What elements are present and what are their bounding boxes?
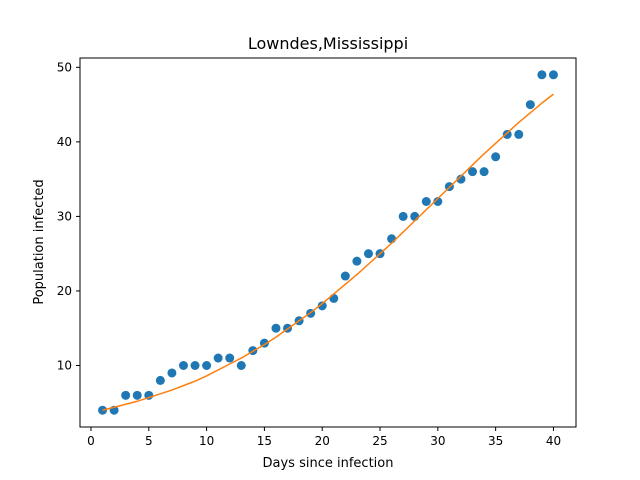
y-axis: 10 20 30 40 50: [57, 60, 80, 373]
x-tick-label: 15: [257, 434, 272, 448]
y-tick-label: 30: [57, 209, 72, 223]
data-point: [202, 361, 212, 370]
data-point: [121, 390, 131, 400]
data-point: [398, 211, 408, 221]
data-point: [167, 368, 177, 378]
data-point: [387, 234, 397, 244]
plot-frame: [79, 57, 577, 428]
data-point: [421, 197, 431, 206]
x-tick-label: 0: [87, 434, 95, 448]
data-point: [537, 70, 547, 80]
data-point: [548, 70, 558, 80]
fit-line: [102, 93, 554, 411]
x-tick-label: 25: [372, 434, 387, 448]
data-point: [433, 197, 443, 206]
data-point: [352, 256, 362, 266]
y-tick-label: 40: [57, 135, 72, 149]
x-axis: 0 5 10 15 20 25 30 35 40: [87, 427, 561, 448]
x-tick-label: 30: [430, 434, 445, 448]
data-point: [410, 211, 420, 221]
data-point: [317, 301, 327, 311]
data-point: [363, 249, 373, 259]
data-point: [329, 293, 339, 303]
data-point: [468, 167, 478, 177]
y-tick-label: 10: [57, 359, 72, 373]
x-axis-label: Days since infection: [263, 456, 394, 471]
data-point: [155, 375, 165, 385]
data-point: [190, 361, 200, 370]
data-point: [479, 167, 489, 177]
data-point: [236, 361, 246, 370]
y-axis-label: Population infected: [32, 179, 47, 304]
x-tick-label: 20: [315, 434, 330, 448]
data-point: [514, 129, 524, 139]
data-point: [525, 100, 535, 110]
plot-area: [98, 70, 558, 415]
y-tick-label: 20: [57, 284, 72, 298]
data-point: [225, 353, 235, 363]
x-tick-label: 10: [199, 434, 214, 448]
x-tick-label: 40: [546, 434, 561, 448]
data-point: [271, 323, 281, 333]
data-point: [178, 361, 188, 370]
data-point: [213, 353, 223, 363]
data-point: [340, 271, 350, 281]
data-point: [456, 174, 466, 184]
data-point: [491, 152, 501, 162]
x-tick-label: 35: [488, 434, 503, 448]
data-point: [132, 390, 142, 400]
y-tick-label: 50: [57, 60, 72, 74]
chart-title: Lowndes,Mississippi: [248, 34, 408, 53]
data-point: [502, 129, 512, 139]
x-tick-label: 5: [145, 434, 153, 448]
